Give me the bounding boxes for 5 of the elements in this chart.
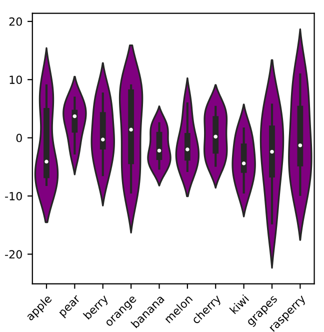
y-tick-label: 0 [16,134,22,142]
y-tick-label: 10 [10,76,22,84]
y-tick-label: -20 [5,250,22,259]
y-tick-label: -10 [5,192,22,200]
y-tick-label: 20 [9,17,22,26]
